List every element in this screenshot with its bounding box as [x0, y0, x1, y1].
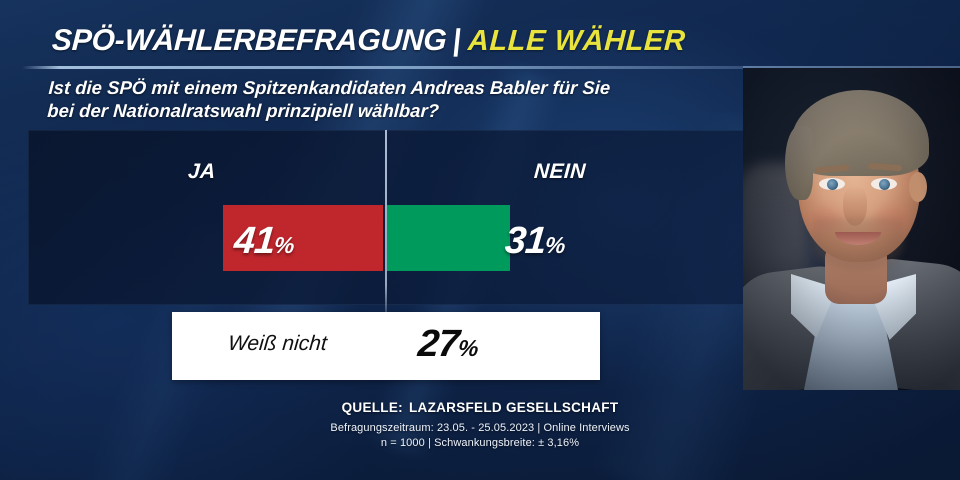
title-subtitle-segment: ALLE WÄHLER [466, 25, 687, 57]
bar-value-weiss-nicht-unit: % [456, 335, 480, 361]
question-text: Ist die SPÖ mit einem Spitzenkandidaten … [47, 76, 689, 122]
bar-value-weiss-nicht-number: 27 [416, 323, 461, 365]
bar-label-nein: NEIN [533, 160, 587, 183]
bar-value-nein: 31% [503, 220, 567, 264]
title-separator: | [450, 24, 463, 57]
survey-meta: Befragungszeitraum: 23.05. - 25.05.2023 … [0, 421, 960, 451]
source-line: QUELLE: LAZARSFELD GESELLSCHAFT [0, 400, 960, 415]
survey-meta-line-2: n = 1000 | Schwankungsbreite: ± 3,16% [380, 437, 580, 449]
bar-value-nein-unit: % [543, 232, 567, 258]
question-line-1: Ist die SPÖ mit einem Spitzenkandidaten … [48, 77, 611, 98]
bar-value-ja-unit: % [272, 232, 296, 258]
chart-center-axis-line [385, 130, 387, 312]
bar-value-weiss-nicht: 27% [416, 323, 480, 367]
bar-ja [223, 205, 383, 271]
portrait-vignette [743, 68, 960, 390]
survey-meta-line-1: Befragungszeitraum: 23.05. - 25.05.2023 … [330, 422, 630, 434]
bar-value-ja: 41% [232, 220, 296, 264]
portrait-top-edge [743, 66, 960, 68]
bar-label-ja: JA [187, 160, 217, 183]
question-line-2: bei der Nationalratswahl prinzipiell wäh… [46, 100, 440, 121]
header-title-group: SPÖ-WÄHLERBEFRAGUNG | ALLE WÄHLER [51, 24, 687, 58]
bar-value-ja-number: 41 [232, 220, 277, 262]
portrait-photo-andreas-babler [743, 68, 960, 390]
bar-label-weiss-nicht: Weiß nicht [227, 332, 328, 355]
source-value: LAZARSFELD GESELLSCHAFT [408, 400, 619, 415]
bar-weiss-nicht [172, 312, 600, 380]
bar-value-nein-number: 31 [503, 220, 548, 262]
footer: QUELLE: LAZARSFELD GESELLSCHAFT Befragung… [0, 400, 960, 451]
source-label: QUELLE: [341, 400, 403, 415]
bar-nein [387, 205, 510, 271]
page-title: SPÖ-WÄHLERBEFRAGUNG [51, 24, 448, 57]
header-divider [22, 66, 960, 69]
